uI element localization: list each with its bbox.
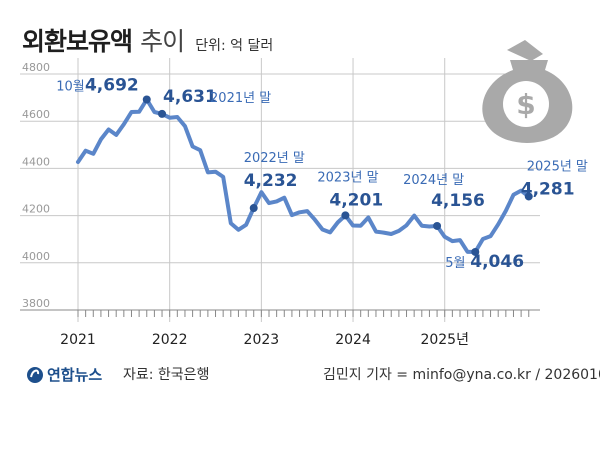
annotation-prefix: 10월	[56, 79, 85, 94]
gridlines	[20, 58, 540, 322]
logo-text: 연합뉴스	[47, 366, 103, 384]
data-marker	[341, 211, 350, 220]
y-tick-label: 3800	[22, 297, 50, 310]
x-tick-label: 2023	[244, 332, 280, 348]
y-tick-label: 4800	[22, 61, 50, 74]
chart-header: 외환보유액 추이 단위: 억 달러	[22, 22, 273, 58]
chart-subtitle: 추이	[140, 27, 185, 56]
chart-title: 외환보유액	[22, 27, 133, 56]
annotation-label: 2021년 말	[210, 91, 271, 106]
value-label: 4,046	[470, 252, 524, 272]
y-tick-label: 4000	[22, 250, 50, 263]
source-label: 자료: 한국은행	[123, 367, 210, 383]
annotation-label: 2022년 말	[244, 151, 305, 166]
series	[76, 97, 531, 254]
y-tick-label: 4600	[22, 108, 50, 121]
value-label: 4,232	[244, 171, 298, 191]
data-marker	[433, 221, 442, 230]
annotation-label: 2025년 말	[527, 159, 588, 174]
data-marker	[249, 204, 258, 213]
value-label: 4,201	[329, 190, 383, 210]
series-line	[76, 97, 531, 254]
data-marker	[158, 109, 167, 118]
data-marker	[524, 192, 533, 201]
value-label: 4,692	[85, 75, 139, 95]
annotation-label: 2024년 말	[403, 173, 464, 188]
yonhap-logo-icon	[27, 366, 43, 383]
data-marker	[142, 95, 151, 104]
money-bag-icon: $	[482, 40, 573, 143]
y-tick-label: 4200	[22, 203, 50, 216]
annotation-label: 2023년 말	[317, 170, 378, 185]
data-marker	[471, 247, 480, 256]
x-tick-label: 2025년	[420, 332, 469, 348]
annotation-prefix: 5월	[445, 256, 465, 271]
x-tick-label: 2024	[335, 332, 371, 348]
yonhap-logo: 연합뉴스	[26, 364, 102, 385]
x-tick-label: 2021	[60, 332, 96, 348]
value-label: 4,156	[431, 191, 485, 211]
x-tick-label: 2022	[152, 332, 188, 348]
credit-label: 김민지 기자 = minfo@yna.co.kr / 20260106	[323, 367, 600, 383]
svg-text:$: $	[516, 88, 535, 121]
value-label: 4,281	[521, 179, 575, 199]
value-label: 4,631	[163, 87, 217, 107]
y-tick-label: 4400	[22, 155, 50, 168]
unit-label: 단위: 억 달러	[195, 38, 274, 54]
axes: 3800 4000 4200 4400 4600 4800 2021 2022 2023 2024…	[20, 61, 540, 348]
